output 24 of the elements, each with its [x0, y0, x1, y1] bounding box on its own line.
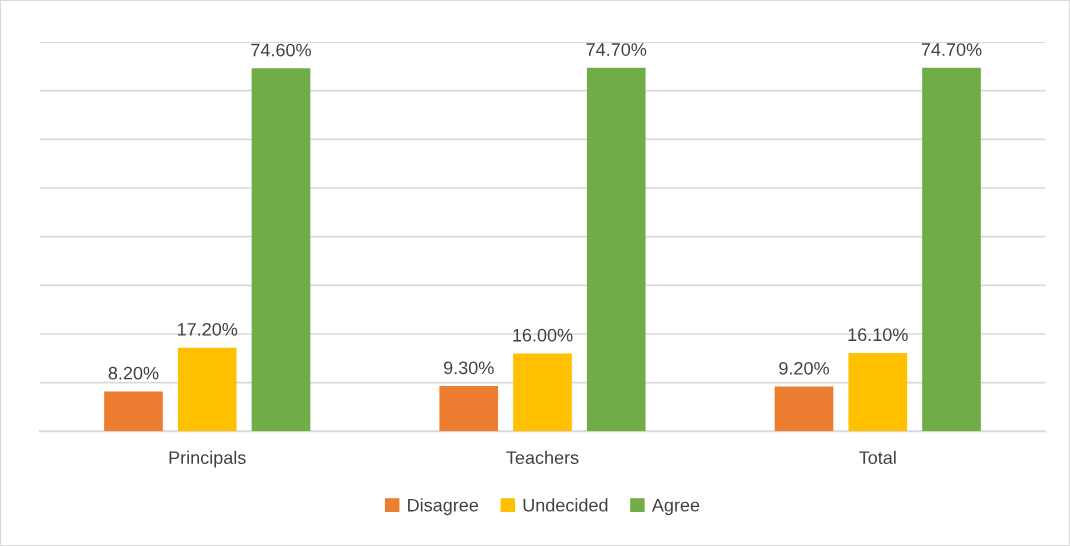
bar [251, 68, 311, 432]
bar [848, 352, 908, 432]
data-label: 16.10% [848, 328, 908, 342]
legend-label: Agree [651, 498, 700, 516]
legend-label: Undecided [523, 498, 608, 512]
legend-label: Disagree [408, 498, 479, 516]
data-label: 74.70% [586, 43, 647, 56]
data-label: 8.20% [108, 366, 159, 380]
bar [177, 347, 237, 432]
bar [586, 67, 646, 432]
bar [513, 353, 572, 432]
data-label: 9.30% [443, 361, 494, 375]
x-tick-label: Total [859, 450, 896, 465]
x-tick-label: Teachers [506, 450, 579, 465]
bar [439, 386, 499, 432]
data-label: 9.20% [779, 361, 829, 375]
bar [922, 67, 981, 432]
bar [104, 391, 163, 432]
bar [774, 386, 834, 432]
data-label: 17.20% [177, 322, 238, 336]
data-label: 16.00% [513, 328, 573, 342]
data-label: 74.70% [921, 43, 982, 56]
data-label: 74.60% [251, 43, 311, 57]
x-tick-label: Principals [169, 450, 246, 468]
